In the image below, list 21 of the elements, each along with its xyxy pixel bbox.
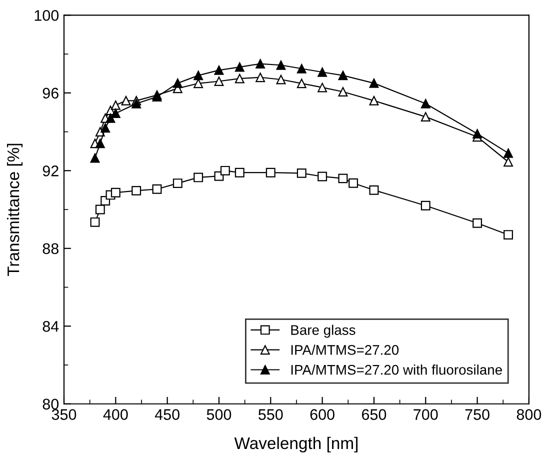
y-axis-title: Transmittance [%] <box>7 144 23 276</box>
y-tick-label: 92 <box>42 166 58 176</box>
y-tick-label: 84 <box>42 321 59 332</box>
x-tick-label: 650 <box>362 409 386 420</box>
x-tick-label: 400 <box>103 409 128 420</box>
y-tick-label: 88 <box>42 243 58 254</box>
x-axis-title: Wavelength [nm] <box>234 436 358 452</box>
y-tick-label: 96 <box>42 88 58 99</box>
x-tick-label: 550 <box>258 409 283 420</box>
legend-label: IPA/MTMS=27.20 <box>291 344 399 355</box>
x-tick-label: 450 <box>154 409 180 420</box>
x-tick-label: 800 <box>516 409 542 420</box>
y-tick-label: 80 <box>42 398 59 410</box>
x-tick-label: 750 <box>465 409 490 420</box>
x-tick-label: 500 <box>206 409 232 420</box>
legend-label: Bare glass <box>291 324 356 338</box>
legend-label: IPA/MTMS=27.20 with fluorosilane <box>291 364 502 375</box>
x-tick-label: 600 <box>310 409 334 420</box>
x-tick-label: 350 <box>52 409 76 420</box>
x-tick-label: 700 <box>414 409 438 420</box>
y-tick-label: 100 <box>34 10 59 21</box>
